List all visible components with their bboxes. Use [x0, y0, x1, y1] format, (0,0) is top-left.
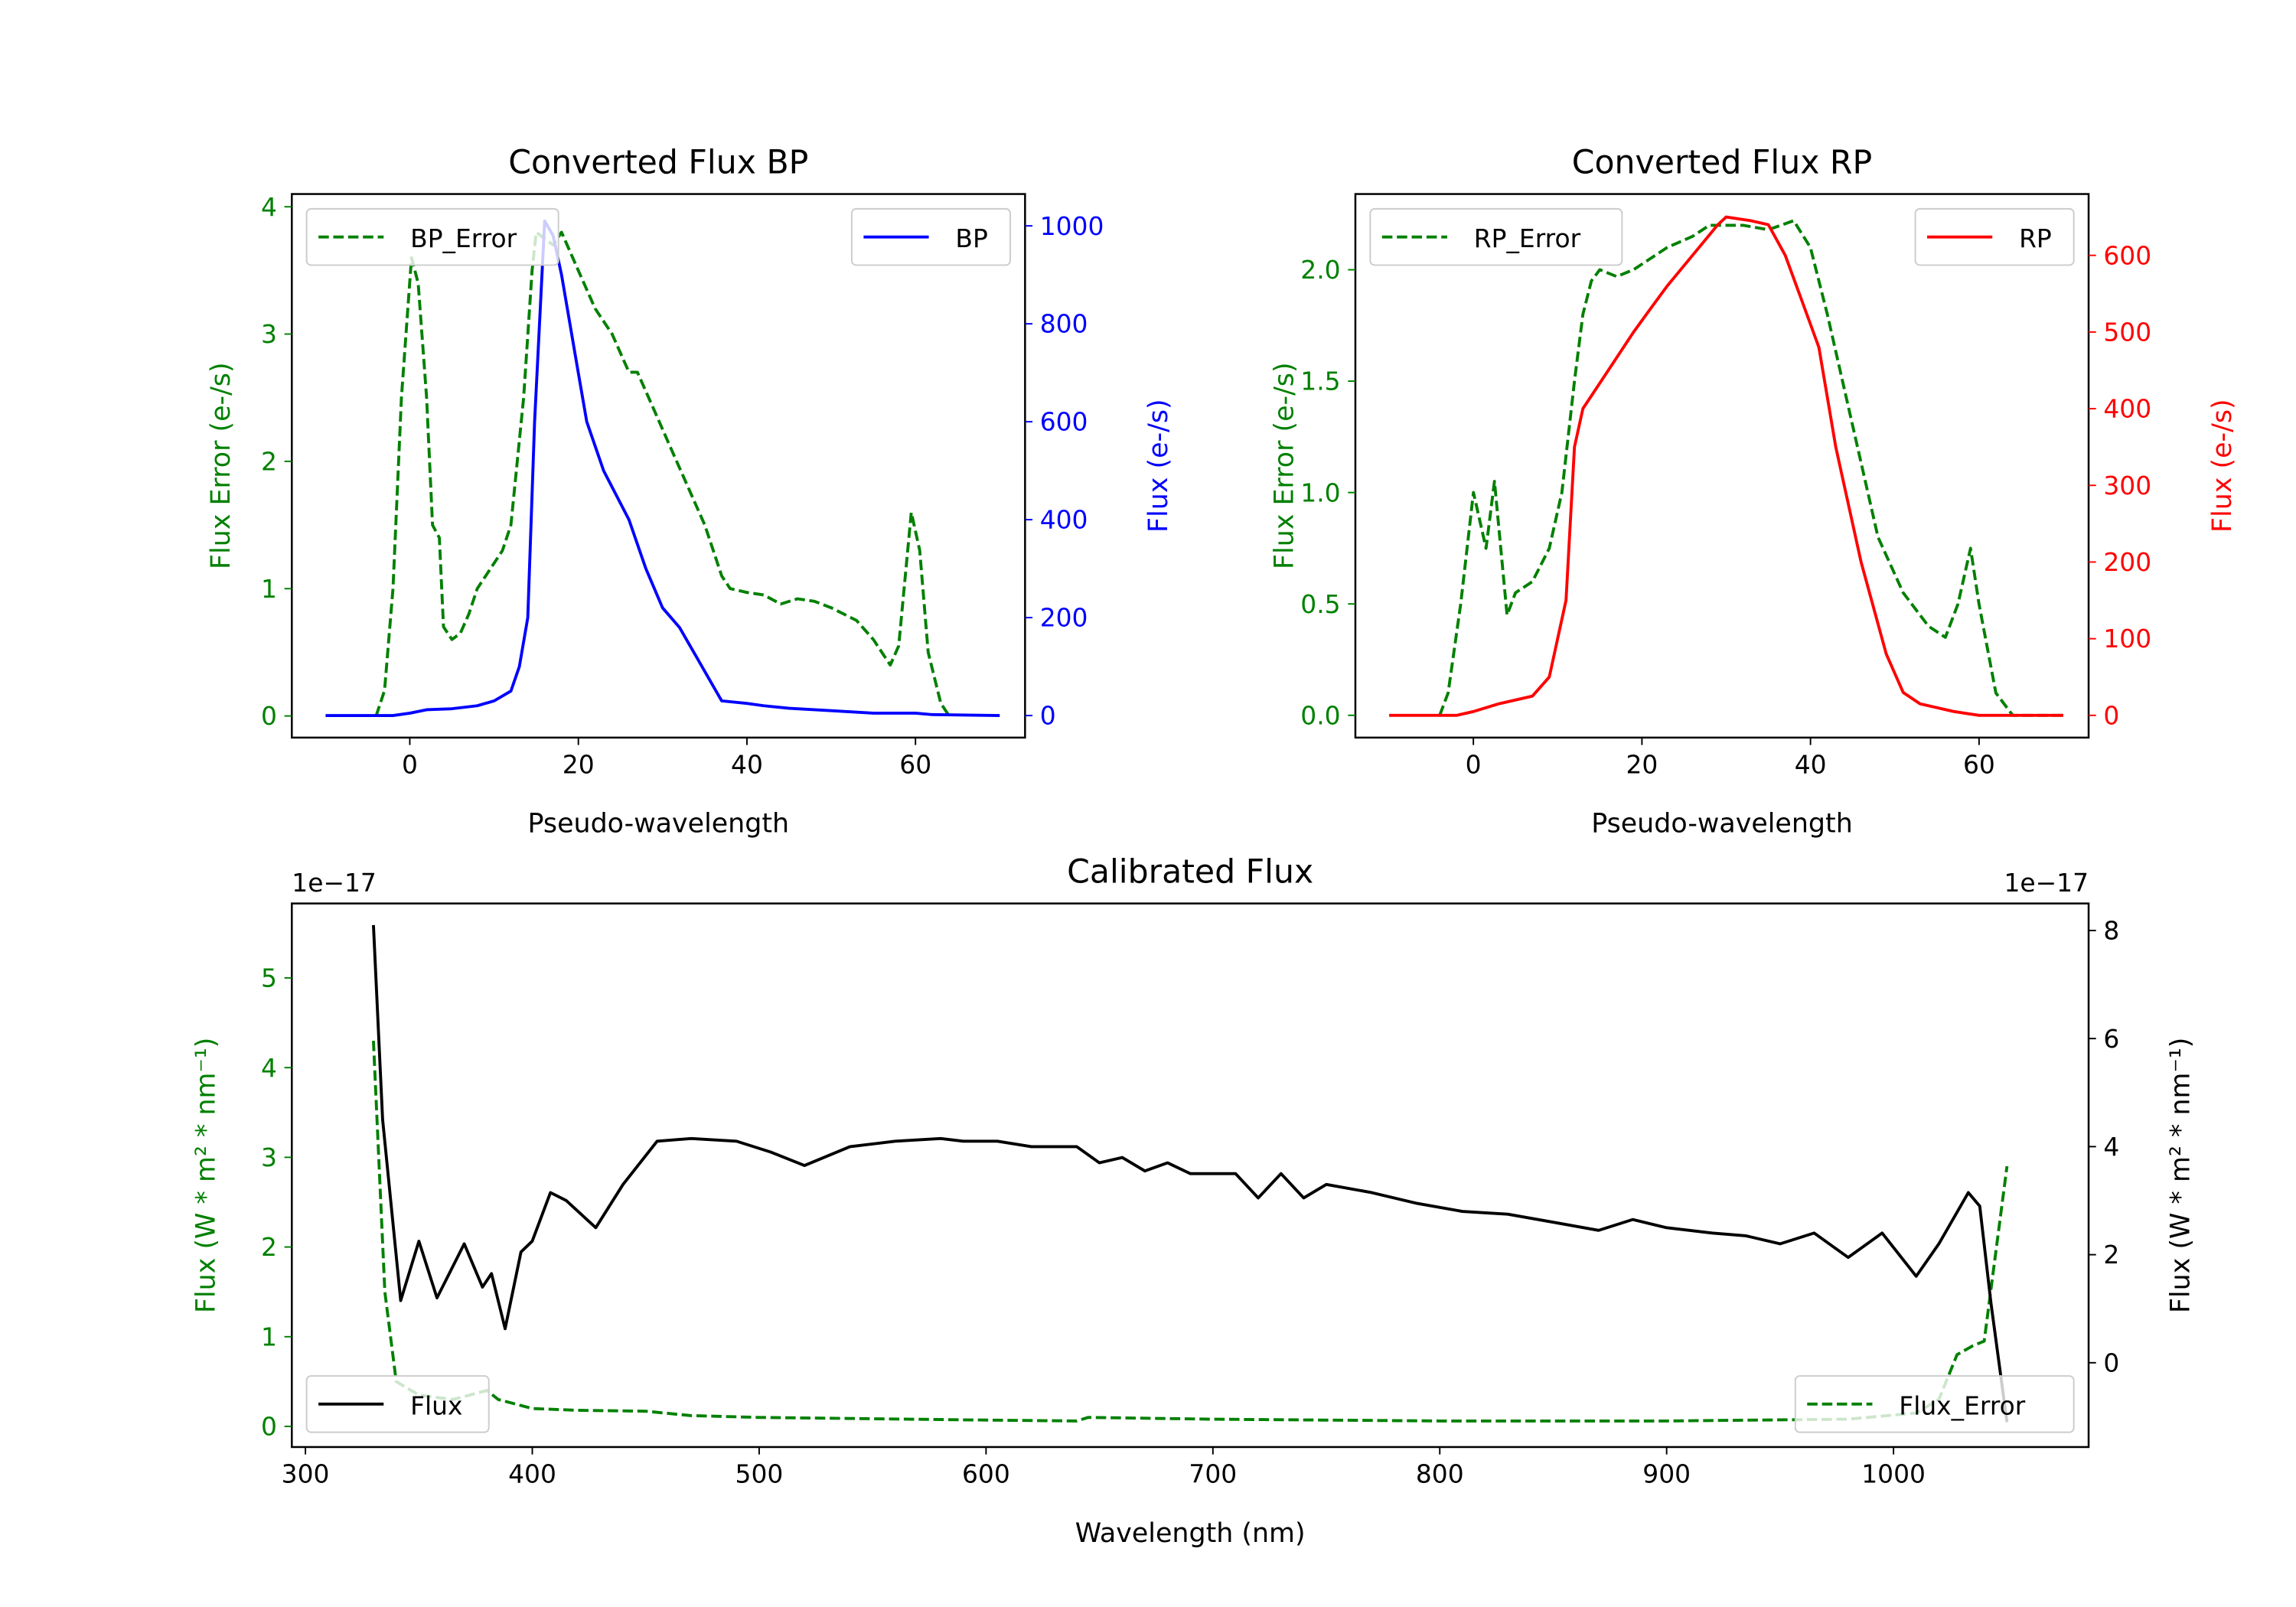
legend-flux-error: Flux_Error [1794, 1375, 2075, 1433]
x-axis-label: Wavelength (nm) [1075, 1518, 1306, 1549]
y-left-tick-label: 5 [261, 963, 277, 993]
y-left-tick-label: 3 [261, 1143, 277, 1172]
x-tick-label: 40 [731, 749, 763, 779]
legend-bp: BP [850, 207, 1011, 266]
y-left-axis-label: Flux Error (e-/s) [1270, 362, 1300, 569]
y-right-tick-label: 0 [1040, 701, 1056, 731]
chart-title: Converted Flux RP [1572, 143, 1872, 181]
legend-label: RP_Error [1474, 223, 1581, 253]
y-right-tick-label: 4 [2103, 1132, 2119, 1162]
calibrated-flux-chart: 300 400 500 600 700 800 900 1000 0 1 2 3 4 5 0 2 4 6 8 Cali… [191, 853, 2197, 1549]
y-right-tick-label: 200 [2103, 547, 2151, 577]
plot-frame [1354, 193, 2090, 739]
x-axis-label: Pseudo-wavelength [1591, 809, 1853, 839]
y-left-offset-label: 1e−17 [292, 868, 377, 898]
chart-title: Converted Flux BP [508, 143, 808, 181]
legend-rp-error: RP_Error [1369, 207, 1623, 266]
y-left-tick-label: 0.0 [1300, 700, 1340, 730]
y-right-tick-label: 400 [1040, 505, 1088, 535]
y-right-tick-label: 400 [2103, 394, 2151, 424]
legend-box [1369, 207, 1623, 266]
y-right-axis-label: Flux (e-/s) [1143, 399, 1174, 533]
x-tick-label: 60 [899, 749, 931, 779]
y-left-tick-label: 4 [261, 1053, 277, 1083]
rp-chart: 0 20 40 60 0.0 0.5 1.0 1.5 2.0 0 100 200 300 400 500 60… [1270, 143, 2238, 839]
y-left-tick-label: 0 [261, 1412, 277, 1442]
y-right-axis-label: Flux (e-/s) [2207, 399, 2238, 533]
y-right-tick-label: 500 [2103, 317, 2151, 347]
legend-box [850, 207, 1011, 266]
legend-box [1794, 1375, 2075, 1433]
x-tick-label: 0 [1466, 749, 1482, 779]
y-left-tick-label: 2 [261, 447, 277, 477]
y-left-tick-label: 1.0 [1300, 478, 1340, 507]
y-left-tick-label: 0 [261, 701, 277, 731]
y-left-tick-label: 4 [261, 192, 277, 222]
y-right-tick-label: 200 [1040, 603, 1088, 633]
series-line-bp-error [374, 230, 951, 717]
series-line-flux [372, 924, 2009, 1423]
legend-box [305, 1375, 490, 1433]
x-tick-label: 600 [962, 1459, 1010, 1488]
y-right-tick-label: 0 [2103, 1348, 2119, 1377]
x-tick-label: 60 [1963, 749, 1995, 779]
x-tick-label: 400 [508, 1459, 556, 1488]
x-tick-label: 0 [402, 749, 418, 779]
y-right-tick-label: 600 [1040, 407, 1088, 437]
y-right-tick-label: 600 [2103, 240, 2151, 270]
legend-rp: RP [1914, 207, 2075, 266]
y-left-tick-label: 1.5 [1300, 367, 1340, 396]
y-right-tick-label: 1000 [1040, 211, 1104, 241]
series-line-bp [325, 219, 1000, 717]
x-tick-label: 20 [563, 749, 595, 779]
series-line-rp [1389, 215, 2063, 717]
y-right-tick-label: 800 [1040, 309, 1088, 339]
legend-label: Flux [410, 1390, 462, 1420]
y-right-tick-label: 2 [2103, 1240, 2119, 1270]
x-tick-label: 40 [1795, 749, 1827, 779]
y-right-tick-label: 6 [2103, 1024, 2119, 1054]
y-left-tick-label: 3 [261, 319, 277, 349]
y-left-tick-label: 1 [261, 574, 277, 604]
chart-title: Calibrated Flux [1067, 853, 1313, 892]
y-right-tick-label: 0 [2103, 700, 2119, 730]
x-tick-label: 300 [282, 1459, 330, 1488]
legend-flux: Flux [305, 1375, 490, 1433]
legend-box [305, 207, 559, 266]
legend-bp-error: BP_Error [305, 207, 559, 266]
y-left-tick-label: 1 [261, 1322, 277, 1351]
series-line-rp-error [1438, 219, 2063, 717]
plot-frame [291, 193, 1026, 739]
legend-label: BP [955, 223, 987, 253]
x-tick-label: 500 [735, 1459, 784, 1488]
x-tick-label: 1000 [1861, 1459, 1926, 1488]
y-left-axis-label: Flux Error (e-/s) [206, 362, 236, 569]
y-left-tick-label: 0.5 [1300, 589, 1340, 619]
plot-frame [291, 902, 2090, 1449]
y-right-tick-label: 100 [2103, 624, 2151, 654]
x-axis-label: Pseudo-wavelength [528, 809, 790, 839]
y-left-axis-label: Flux (W * m² * nm⁻¹) [191, 1038, 222, 1313]
x-tick-label: 900 [1642, 1459, 1691, 1488]
y-left-tick-label: 2.0 [1300, 255, 1340, 285]
y-right-axis-label: Flux (W * m² * nm⁻¹) [2166, 1038, 2197, 1313]
y-right-tick-label: 8 [2103, 916, 2119, 946]
x-tick-label: 700 [1189, 1459, 1237, 1488]
y-right-offset-label: 1e−17 [2004, 868, 2089, 898]
legend-label: Flux_Error [1899, 1390, 2025, 1420]
legend-box [1914, 207, 2075, 266]
x-tick-label: 800 [1416, 1459, 1464, 1488]
series-line-flux-error [372, 1040, 2009, 1423]
legend-label: RP [2019, 223, 2052, 253]
y-right-tick-label: 300 [2103, 471, 2151, 500]
x-tick-label: 20 [1626, 749, 1658, 779]
legend-label: BP_Error [410, 223, 517, 253]
y-left-tick-label: 2 [261, 1232, 277, 1262]
